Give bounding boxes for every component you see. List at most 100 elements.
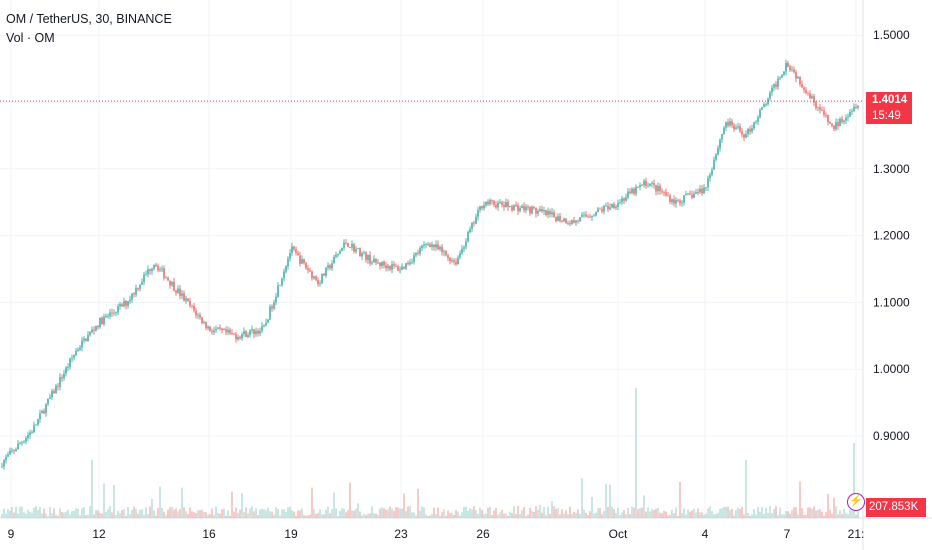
volume-bar — [617, 507, 619, 518]
candle-body — [323, 273, 325, 276]
volume-bar — [195, 513, 197, 518]
candle-body — [65, 367, 67, 374]
volume-bar — [59, 508, 61, 518]
volume-bar — [625, 514, 627, 518]
candle-body — [321, 273, 323, 284]
volume-bar — [597, 508, 599, 518]
candle-body — [385, 265, 387, 269]
volume-bar — [67, 509, 69, 518]
volume-bar — [187, 514, 189, 518]
candle-body — [15, 449, 17, 451]
candle-body — [95, 326, 97, 331]
candle-body — [165, 277, 167, 279]
volume-bar — [511, 512, 513, 518]
candle-body — [547, 210, 549, 215]
candle-body — [313, 276, 315, 279]
candle-body — [387, 265, 389, 269]
volume-bar — [291, 510, 293, 518]
volume-bar — [229, 515, 231, 518]
candle-body — [169, 280, 171, 286]
volume-bar — [799, 481, 801, 518]
volume-bar — [575, 512, 577, 518]
candle-body — [649, 183, 651, 186]
volume-bar — [645, 511, 647, 518]
volume-bar — [773, 508, 775, 518]
volume-bar — [219, 513, 221, 518]
volume-bar — [403, 493, 405, 518]
volume-bar — [433, 507, 435, 518]
volume-bar — [89, 506, 91, 518]
volume-bar — [363, 513, 365, 518]
volume-bar — [169, 507, 171, 518]
volume-bar — [9, 510, 11, 518]
candle-body — [301, 258, 303, 264]
candle-body — [327, 265, 329, 268]
volume-bar — [585, 513, 587, 518]
candle-body — [783, 71, 785, 75]
candle-body — [461, 248, 463, 254]
volume-bar — [517, 506, 519, 518]
candle-body — [141, 281, 143, 285]
candle-body — [105, 316, 107, 317]
volume-bar — [357, 503, 359, 518]
volume-bar — [441, 512, 443, 518]
candle-body — [419, 248, 421, 254]
candle-body — [133, 293, 135, 295]
volume-bar — [767, 513, 769, 518]
volume-bar — [429, 515, 431, 518]
volume-bar — [765, 507, 767, 518]
candle-body — [829, 122, 831, 124]
candle-body — [395, 265, 397, 267]
candle-body — [505, 201, 507, 207]
candle-body — [467, 232, 469, 242]
volume-bar — [51, 513, 53, 518]
candle-body — [31, 432, 33, 434]
volume-indicator-label[interactable]: Vol · OM — [6, 31, 55, 45]
candle-body — [781, 74, 783, 78]
volume-bar — [409, 506, 411, 518]
volume-bar — [751, 514, 753, 518]
chart-legend: OM / TetherUS, 30, BINANCE Vol · OM — [6, 10, 172, 48]
volume-bar — [489, 506, 491, 518]
volume-bar — [201, 509, 203, 518]
candle-body — [565, 218, 567, 224]
volume-bar — [225, 515, 227, 518]
candle-body — [231, 333, 233, 335]
volume-bar — [275, 507, 277, 518]
volume-bar — [87, 514, 89, 518]
volume-bar — [235, 507, 237, 518]
candle-body — [357, 248, 359, 249]
volume-bar — [181, 487, 183, 518]
lightning-icon[interactable]: ⚡ — [847, 493, 865, 511]
candle-body — [463, 247, 465, 249]
volume-bar — [315, 514, 317, 518]
volume-bar — [25, 513, 27, 518]
volume-bar — [13, 512, 15, 518]
candle-body — [749, 128, 751, 132]
volume-bar — [295, 515, 297, 518]
volume-bar — [77, 508, 79, 518]
symbol-title[interactable]: OM / TetherUS, 30, BINANCE — [6, 12, 172, 26]
candle-body — [37, 419, 39, 425]
candle-body — [815, 102, 817, 108]
volume-bar — [283, 509, 285, 518]
candle-body — [127, 301, 129, 306]
volume-bar — [19, 506, 21, 518]
candle-body — [445, 251, 447, 256]
candle-body — [765, 104, 767, 106]
candle-body — [243, 331, 245, 335]
candle-body — [45, 404, 47, 414]
candle-body — [285, 266, 287, 272]
volume-bar — [435, 514, 437, 518]
volume-bar — [157, 507, 159, 518]
volume-bar — [651, 509, 653, 518]
volume-bar — [145, 507, 147, 518]
volume-bar — [351, 510, 353, 518]
volume-bar — [623, 510, 625, 518]
candle-body — [247, 335, 249, 338]
candle-body — [585, 214, 587, 217]
volume-bar — [211, 508, 213, 518]
candle-body — [261, 326, 263, 331]
candle-body — [723, 127, 725, 135]
